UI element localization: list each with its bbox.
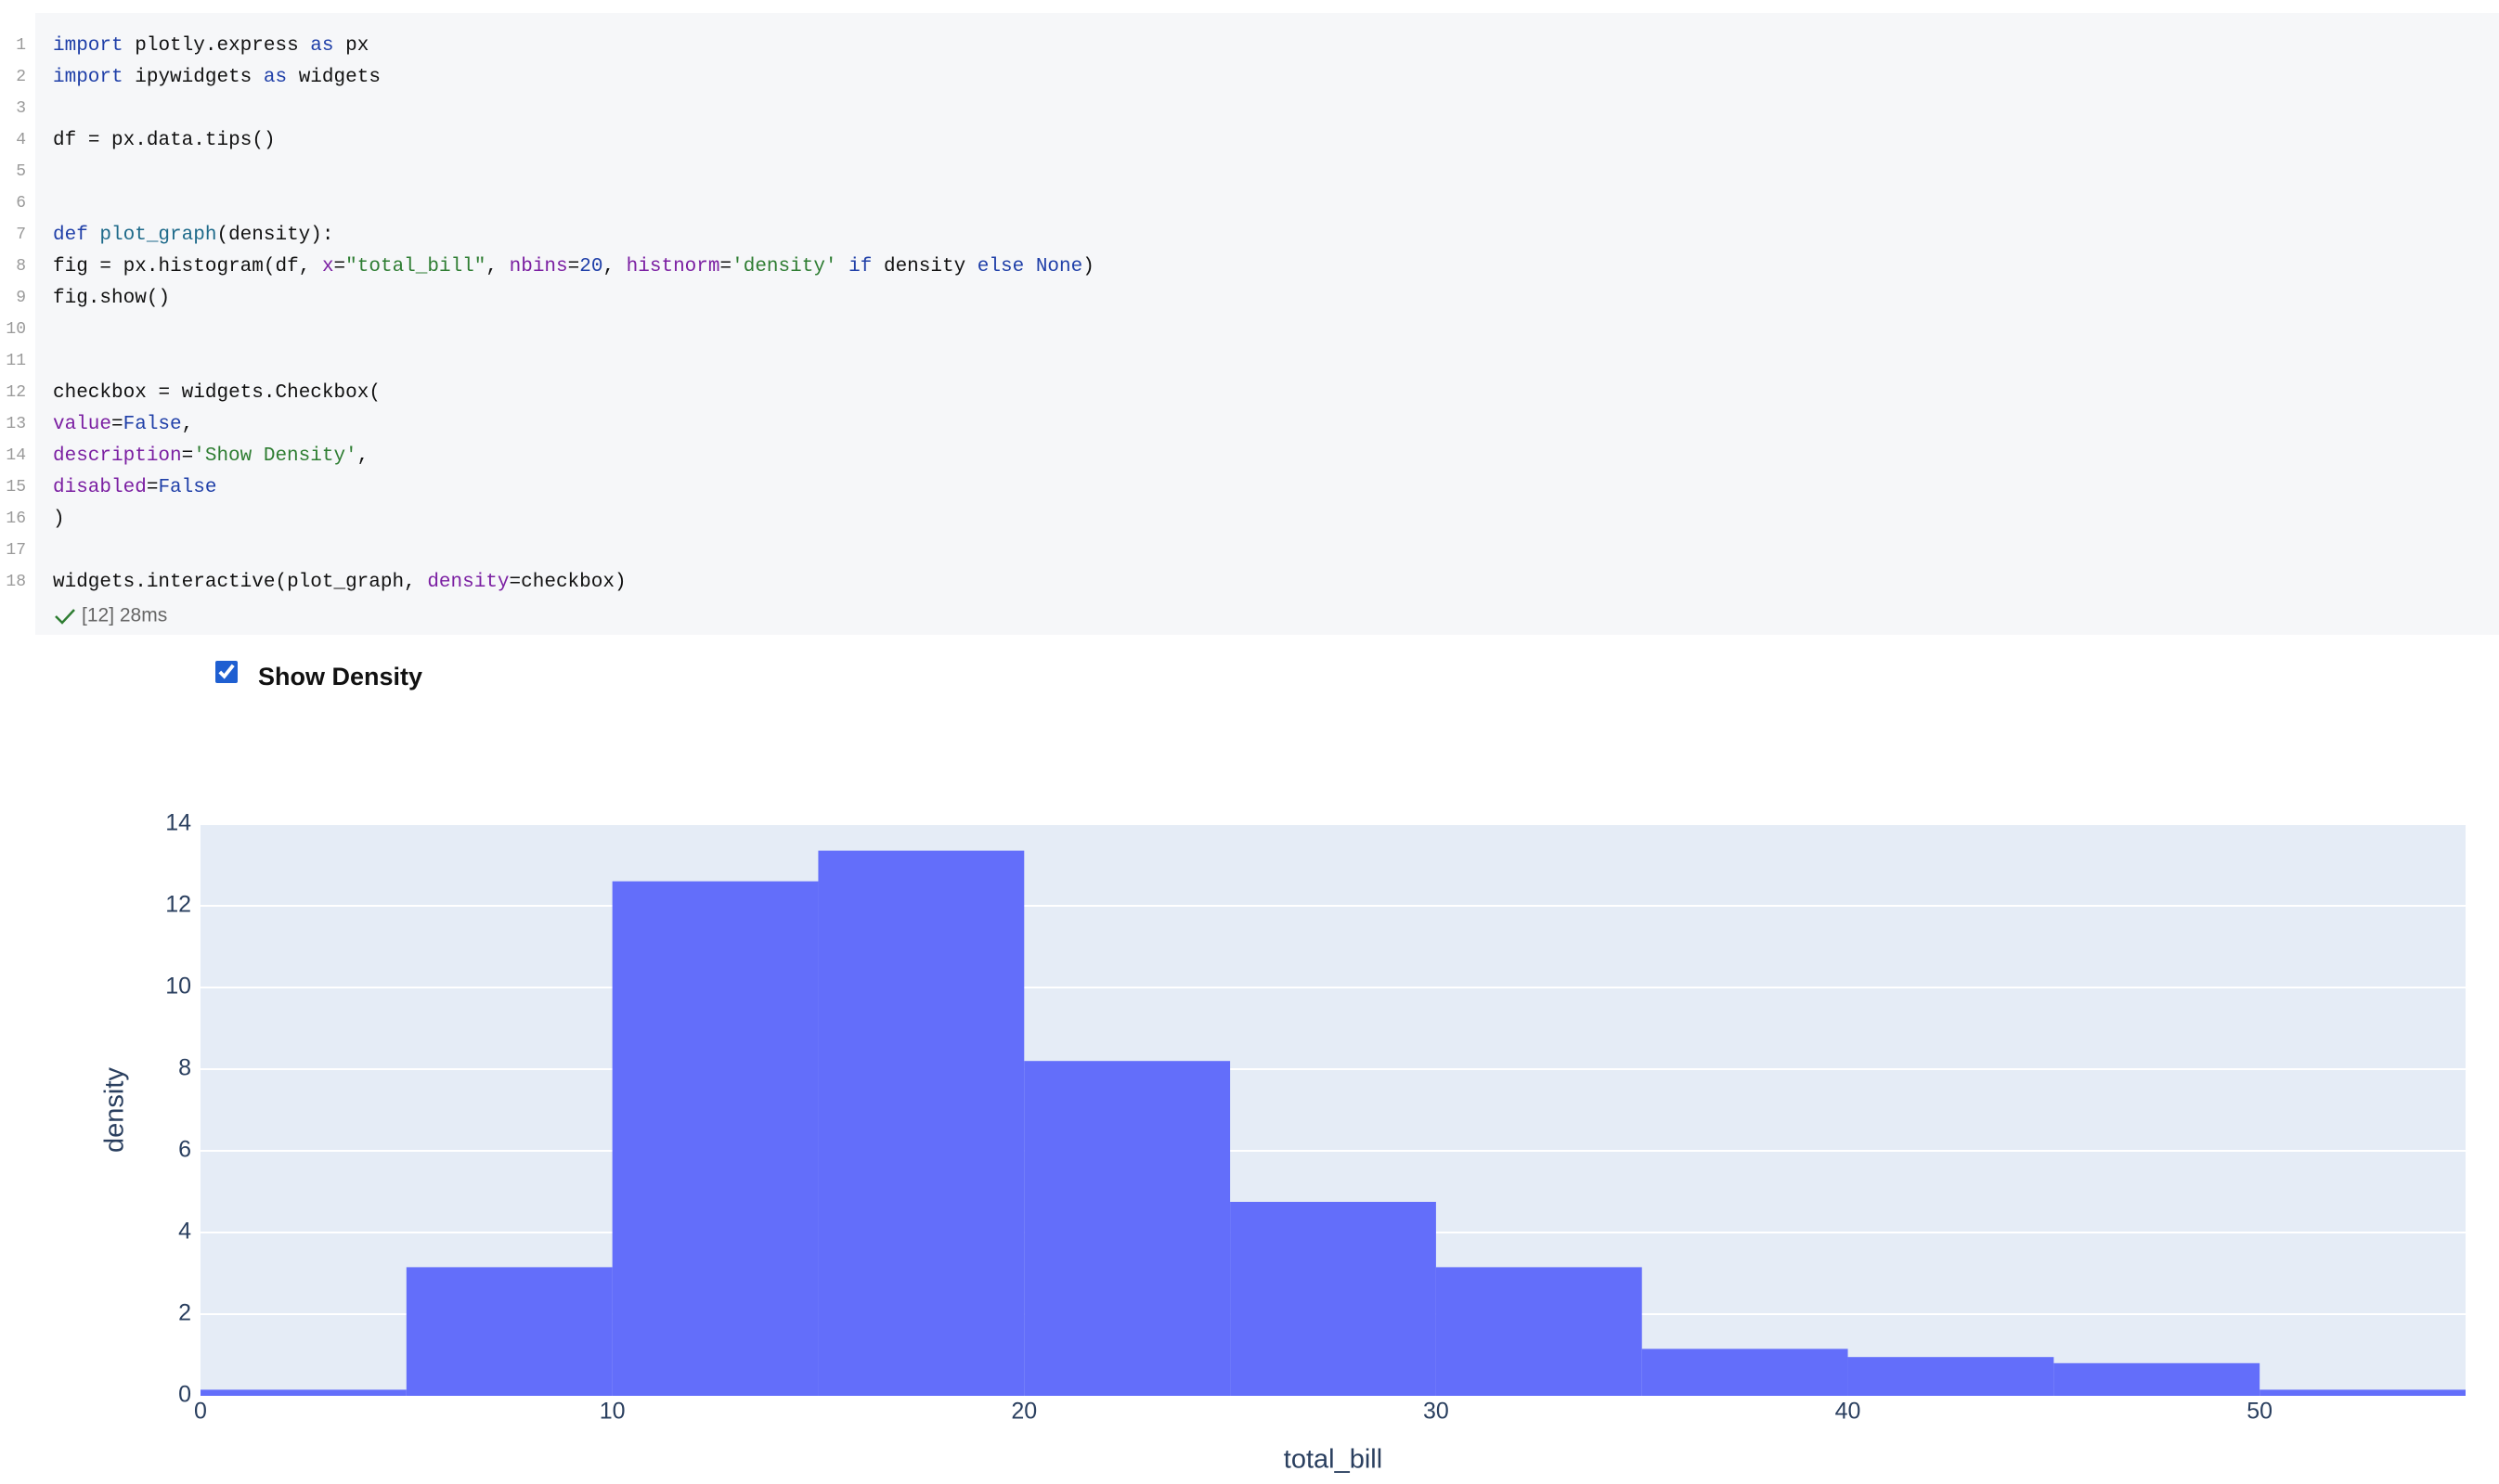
code-line: df = px.data.tips() bbox=[53, 130, 276, 151]
bar bbox=[818, 850, 1025, 1396]
code-line: def plot_graph(density): bbox=[53, 225, 334, 246]
y-tick-label: 10 bbox=[165, 974, 191, 1000]
line-number: 11 bbox=[6, 352, 26, 370]
line-number: 3 bbox=[16, 99, 26, 118]
y-tick-label: 6 bbox=[178, 1137, 191, 1163]
bar bbox=[2053, 1362, 2260, 1396]
x-tick-label: 0 bbox=[194, 1399, 207, 1425]
code-line: import ipywidgets as widgets bbox=[53, 67, 381, 88]
line-number: 7 bbox=[16, 226, 26, 244]
code-line: checkbox = widgets.Checkbox( bbox=[53, 382, 381, 404]
bar bbox=[406, 1267, 613, 1396]
x-tick-label: 40 bbox=[1835, 1399, 1861, 1425]
x-axis-title: total_bill bbox=[1284, 1445, 1382, 1475]
code-cell bbox=[35, 13, 2499, 635]
y-tick-label: 0 bbox=[178, 1382, 191, 1408]
x-tick-label: 50 bbox=[2247, 1399, 2272, 1425]
line-number: 4 bbox=[16, 131, 26, 149]
line-number: 10 bbox=[6, 320, 26, 339]
y-tick-label: 12 bbox=[165, 892, 191, 918]
x-tick-label: 10 bbox=[600, 1399, 626, 1425]
line-number: 2 bbox=[16, 68, 26, 86]
checkbox-wrap bbox=[215, 661, 238, 683]
bar bbox=[201, 1389, 407, 1396]
cell-status: [12] 28ms bbox=[82, 605, 167, 626]
line-number: 12 bbox=[6, 383, 26, 402]
y-tick-label: 4 bbox=[178, 1219, 191, 1245]
line-number: 13 bbox=[6, 415, 26, 433]
code-line: description='Show Density', bbox=[53, 445, 369, 467]
line-number: 8 bbox=[16, 257, 26, 276]
code-line: disabled=False bbox=[53, 477, 216, 498]
x-tick-label: 30 bbox=[1423, 1399, 1449, 1425]
bar bbox=[1847, 1357, 2054, 1396]
line-number: 14 bbox=[6, 446, 26, 465]
bar bbox=[1641, 1349, 1848, 1396]
line-number: 17 bbox=[6, 541, 26, 560]
line-number: 9 bbox=[16, 289, 26, 307]
bar bbox=[612, 881, 819, 1396]
line-number: 6 bbox=[16, 194, 26, 213]
line-number: 1 bbox=[16, 36, 26, 55]
line-number: 18 bbox=[6, 573, 26, 591]
bar bbox=[2259, 1389, 2466, 1396]
y-tick-label: 8 bbox=[178, 1055, 191, 1081]
code-line: fig = px.histogram(df, x="total_bill", n… bbox=[53, 256, 1094, 277]
bar bbox=[1435, 1267, 1642, 1396]
y-tick-label: 2 bbox=[178, 1300, 191, 1326]
success-icon bbox=[55, 609, 75, 625]
code-line: import plotly.express as px bbox=[53, 35, 369, 57]
checkbox-label[interactable]: Show Density bbox=[258, 663, 422, 690]
code-line: widgets.interactive(plot_graph, density=… bbox=[53, 572, 627, 593]
code-line: ) bbox=[53, 509, 65, 530]
x-tick-label: 20 bbox=[1011, 1399, 1037, 1425]
checkbox[interactable] bbox=[215, 661, 238, 683]
y-axis-title: density bbox=[100, 1067, 130, 1153]
y-tick-label: 14 bbox=[165, 810, 191, 836]
bar bbox=[1024, 1061, 1231, 1396]
line-number: 15 bbox=[6, 478, 26, 497]
code-line: fig.show() bbox=[53, 288, 170, 309]
line-number: 5 bbox=[16, 162, 26, 181]
line-number: 16 bbox=[6, 510, 26, 528]
bar bbox=[1230, 1202, 1436, 1396]
code-line: value=False, bbox=[53, 414, 193, 435]
